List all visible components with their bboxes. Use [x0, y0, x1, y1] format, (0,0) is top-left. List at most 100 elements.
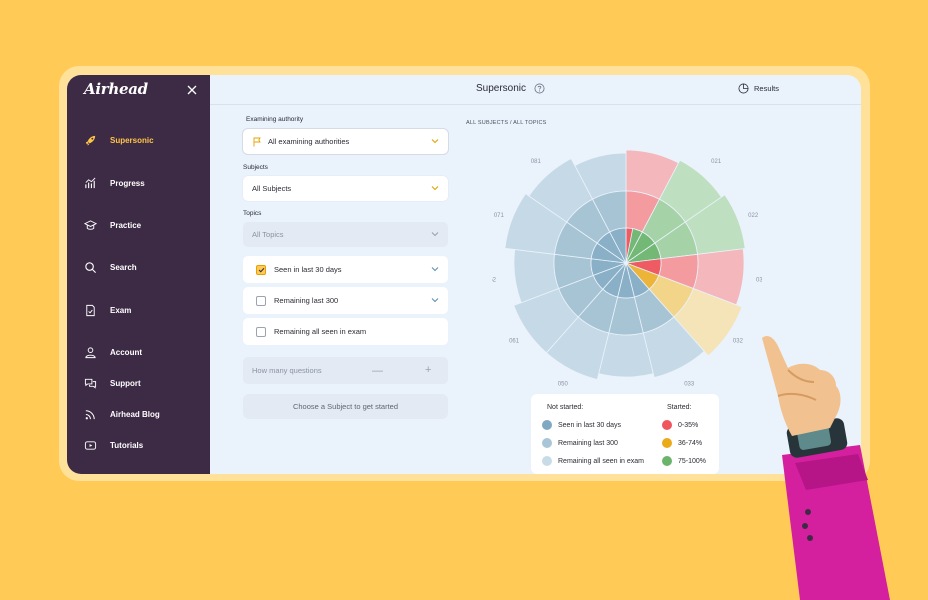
sector-label: 033	[684, 381, 695, 387]
help-icon[interactable]	[534, 83, 545, 94]
checkbox-label: Remaining last 300	[274, 296, 339, 305]
sidebar-item-label: Airhead Blog	[110, 409, 160, 419]
legend-swatch	[662, 438, 672, 448]
flag-icon	[253, 137, 261, 146]
sidebar: Airhead Supersonic Progress Practice	[67, 75, 210, 474]
sidebar-item-supersonic[interactable]: Supersonic	[83, 131, 154, 149]
legend-label: Seen in last 30 days	[558, 421, 622, 429]
sector-label: 081	[531, 159, 542, 165]
legend-label: Remaining last 300	[558, 439, 618, 447]
legend-swatch	[662, 420, 672, 430]
sidebar-item-account[interactable]: Account	[83, 343, 142, 361]
sidebar-item-label: Progress	[110, 178, 145, 188]
seen-last-30-days-row[interactable]: Seen in last 30 days	[243, 256, 448, 283]
sidebar-item-tutorials[interactable]: Tutorials	[83, 436, 143, 454]
pointing-hand-illustration	[762, 335, 890, 600]
chevron-down-icon[interactable]	[431, 297, 439, 303]
sidebar-item-label: Practice	[110, 220, 142, 230]
sector-label: 032	[733, 338, 744, 344]
legend-item: Remaining last 300	[542, 438, 618, 448]
pie-chart-icon	[738, 83, 749, 94]
app-screen: Airhead Supersonic Progress Practice	[67, 75, 861, 474]
top-bar: Supersonic Results	[210, 75, 861, 105]
search-icon	[83, 260, 97, 274]
results-button[interactable]: Results	[738, 83, 779, 94]
breadcrumb: ALL SUBJECTS / ALL TOPICS	[466, 120, 547, 126]
start-button[interactable]: Choose a Subject to get started	[243, 394, 448, 419]
authority-value: All examining authorities	[268, 137, 350, 146]
rss-icon	[83, 407, 97, 421]
legend-item: 0-35%	[662, 420, 698, 430]
legend-label: 0-35%	[678, 421, 699, 429]
legend-swatch	[542, 420, 552, 430]
remaining-last-300-checkbox[interactable]	[256, 295, 266, 306]
sidebar-item-label: Exam	[110, 305, 132, 315]
sector-label: 021	[711, 159, 722, 165]
app-logo[interactable]: Airhead	[84, 80, 148, 98]
remaining-last-300-row[interactable]: Remaining last 300	[243, 287, 448, 314]
legend-swatch	[542, 438, 552, 448]
sidebar-item-practice[interactable]: Practice	[83, 216, 141, 234]
legend-not-started-title: Not started:	[547, 404, 584, 411]
increment-button[interactable]: +	[425, 364, 432, 376]
sidebar-item-progress[interactable]: Progress	[83, 174, 145, 192]
legend-started-title: Started:	[667, 404, 692, 411]
subjects-select[interactable]: All Subjects	[243, 176, 448, 201]
topics-label: Topics	[243, 210, 262, 217]
legend-item: 36-74%	[662, 438, 702, 448]
chevron-down-icon	[431, 139, 439, 144]
legend-item: Seen in last 30 days	[542, 420, 621, 430]
sidebar-item-label: Search	[110, 262, 137, 272]
legend-item: 75-100%	[662, 456, 706, 466]
sector-label: 050	[558, 381, 569, 387]
legend-swatch	[542, 456, 552, 466]
sidebar-item-label: Account	[110, 347, 142, 357]
legend-item: Remaining all seen in exam	[542, 456, 644, 466]
exam-sheet-icon	[83, 303, 97, 317]
sector-label: 022	[748, 213, 759, 219]
sidebar-item-exam[interactable]: Exam	[83, 301, 131, 319]
authority-label: Examining authority	[246, 116, 304, 123]
chart-legend: Not started: Started: Seen in last 30 da…	[531, 394, 719, 474]
topic-polar-chart[interactable]: 010021022031032033040050061062071081090	[492, 140, 762, 390]
rocket-icon	[83, 133, 97, 147]
sector-label: 062	[492, 277, 497, 283]
question-count-placeholder: How many questions	[252, 366, 322, 375]
checkmark-icon	[258, 267, 264, 272]
sector-label: 071	[494, 213, 505, 219]
legend-label: 36-74%	[678, 439, 703, 447]
youtube-icon	[83, 438, 97, 452]
chat-bubbles-icon	[83, 376, 97, 390]
close-icon[interactable]	[186, 84, 198, 96]
sidebar-item-label: Tutorials	[110, 440, 144, 450]
sidebar-item-airhead-blog[interactable]: Airhead Blog	[83, 405, 160, 423]
chart-trend-icon	[83, 176, 97, 190]
page-title: Supersonic	[476, 83, 527, 94]
chevron-down-icon[interactable]	[431, 266, 439, 272]
sector-label: 031	[756, 277, 762, 283]
sidebar-item-label: Supersonic	[110, 135, 154, 145]
remaining-all-seen-checkbox[interactable]	[256, 326, 266, 337]
sidebar-item-support[interactable]: Support	[83, 374, 141, 392]
remaining-all-seen-row[interactable]: Remaining all seen in exam	[243, 318, 448, 345]
subjects-label: Subjects	[243, 164, 268, 171]
chevron-down-icon	[431, 232, 439, 237]
seen-last-30-days-checkbox[interactable]	[256, 264, 266, 275]
legend-label: 75-100%	[678, 457, 707, 465]
topics-value: All Topics	[252, 230, 284, 239]
authority-select[interactable]: All examining authorities	[243, 129, 448, 154]
sector-label: 061	[509, 338, 520, 344]
checkbox-label: Remaining all seen in exam	[274, 327, 367, 336]
topics-select[interactable]: All Topics	[243, 222, 448, 247]
sidebar-item-search[interactable]: Search	[83, 258, 137, 276]
subjects-value: All Subjects	[252, 184, 292, 193]
sector-inner-ring[interactable]	[609, 227, 627, 264]
legend-label: Remaining all seen in exam	[558, 457, 644, 465]
legend-swatch	[662, 456, 672, 466]
results-label: Results	[754, 84, 780, 93]
question-count-stepper[interactable]: How many questions — +	[243, 357, 448, 384]
graduation-cap-icon	[83, 218, 97, 232]
checkbox-label: Seen in last 30 days	[274, 265, 342, 274]
decrement-button[interactable]: —	[372, 365, 383, 377]
sidebar-item-label: Support	[110, 378, 141, 388]
